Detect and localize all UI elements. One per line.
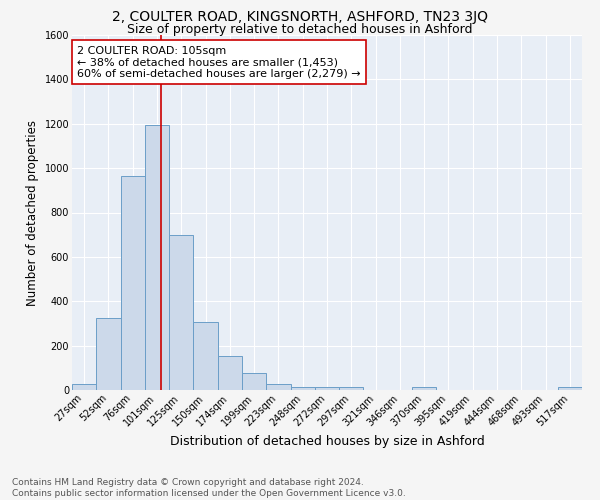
X-axis label: Distribution of detached houses by size in Ashford: Distribution of detached houses by size … [170,434,484,448]
Bar [242,372,266,390]
Bar [266,384,290,390]
Text: Contains HM Land Registry data © Crown copyright and database right 2024.
Contai: Contains HM Land Registry data © Crown c… [12,478,406,498]
Bar [412,387,436,390]
Text: 2, COULTER ROAD, KINGSNORTH, ASHFORD, TN23 3JQ: 2, COULTER ROAD, KINGSNORTH, ASHFORD, TN… [112,10,488,24]
Bar [339,386,364,390]
Bar [121,176,145,390]
Bar [169,234,193,390]
Bar [558,387,582,390]
Bar [218,356,242,390]
Y-axis label: Number of detached properties: Number of detached properties [26,120,39,306]
Bar [193,322,218,390]
Text: 2 COULTER ROAD: 105sqm
← 38% of detached houses are smaller (1,453)
60% of semi-: 2 COULTER ROAD: 105sqm ← 38% of detached… [77,46,361,79]
Text: Size of property relative to detached houses in Ashford: Size of property relative to detached ho… [127,22,473,36]
Bar [290,386,315,390]
Bar [315,386,339,390]
Bar [96,318,121,390]
Bar [145,125,169,390]
Bar [72,384,96,390]
